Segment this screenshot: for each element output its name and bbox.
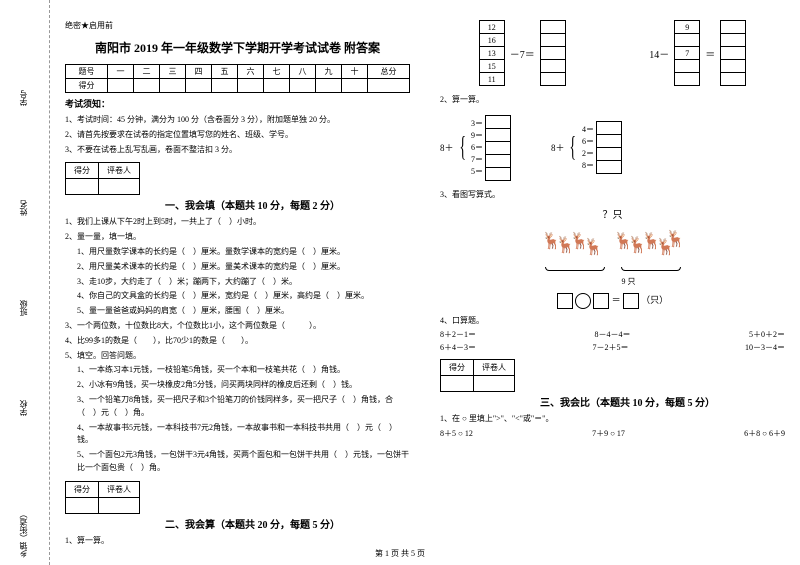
deer-group-right: 🦌🦌🦌🦌🦌	[614, 221, 684, 261]
section-1-title: 一、我会填（本题共 10 分，每题 2 分）	[95, 197, 410, 212]
th: 四	[186, 65, 212, 79]
box-subtraction-row: 12 16 13 15 11 －7＝ 14－ 9 7 ＝	[440, 20, 785, 86]
section-2-title: 二、我会算（本题共 20 分，每题 5 分）	[95, 516, 410, 531]
th: 三	[160, 65, 186, 79]
q2-4: 4、口算题。	[440, 315, 785, 328]
th: 十	[342, 65, 368, 79]
square-blank[interactable]	[593, 293, 609, 309]
left-column: 绝密★启用前 南阳市 2019 年一年级数学下学期开学考试试卷 附答案 题号 一…	[50, 0, 425, 565]
notice-item: 1、考试时间：45 分钟，满分为 100 分（含卷面分 3 分），附加题单独 2…	[65, 114, 410, 127]
q1-2-5: 5、量一量爸爸或妈妈的肩宽（ ）厘米，腰围（ ）厘米。	[77, 305, 410, 318]
scorer-box: 得分评卷人	[65, 162, 140, 195]
score-header-table: 题号 一 二 三 四 五 六 七 八 九 十 总分 得分	[65, 64, 410, 93]
q1-4: 4、比99多1的数是（ ），比70少1的数是（ ）。	[65, 335, 410, 348]
page-footer: 第 1 页 共 5 页	[0, 548, 800, 559]
q2-2: 2、算一算。	[440, 94, 785, 107]
q1-5-5: 5、一个面包2元3角钱，一包饼干3元4角钱，买两个面包和一包饼干共用（ ）元钱，…	[77, 449, 410, 475]
deer-group-left: 🦌🦌🦌🦌	[542, 221, 612, 261]
q1-5-4: 4、一本故事书5元钱，一本科技书7元2角钱，一本故事书和一本科技书共用（ ）元（…	[77, 422, 410, 448]
lead: 8＋	[440, 141, 454, 154]
gutter-label: 学校	[18, 400, 29, 416]
brace-problems: 8＋ { 3＝ 9＝ 6＝ 7＝ 5＝ 8＋ { 4＝ 6＝	[440, 109, 785, 187]
brace-icon: {	[570, 134, 577, 162]
th: 七	[264, 65, 290, 79]
binding-gutter: 乡镇（街道） 学校 班级 姓名 学号	[0, 0, 50, 565]
th: 五	[212, 65, 238, 79]
circle-operator[interactable]	[575, 293, 591, 309]
q3-1: 1、在 ○ 里填上">"、"<"或"＝"。	[440, 413, 785, 426]
th: 总分	[368, 65, 410, 79]
q1-2-2: 2、用尺量美术课本的长约是（ ）厘米。量美术课本的宽约是（ ）厘米。	[77, 261, 410, 274]
q1-2: 2、量一量，填一填。	[65, 231, 410, 244]
q1-5-2: 2、小冰有9角钱，买一块橡皮2角5分钱，问买两块同样的橡皮后还剩（ ）钱。	[77, 379, 410, 392]
answer-stack[interactable]	[596, 121, 622, 174]
shape-equation: ＝ （只）	[440, 293, 785, 309]
q1-2-4: 4、你自己的文具盒的长约是（ ）厘米，宽约是（ ）厘米，高约是（ ）厘米。	[77, 290, 410, 303]
scorer-box: 得分评卷人	[65, 481, 140, 514]
scorer-box: 得分评卷人	[440, 359, 515, 392]
q2-3: 3、看图写算式。	[440, 189, 785, 202]
notice-item: 2、请首先按要求在试卷的指定位置填写您的姓名、班级、学号。	[65, 129, 410, 142]
q1-1: 1、我们上课从下午2时上到5时，一共上了（ ）小时。	[65, 216, 410, 229]
th: 六	[238, 65, 264, 79]
blank-cell[interactable]	[108, 79, 134, 93]
q1-3: 3、一个两位数，十位数比8大，个位数比1小，这个两位数是（ ）。	[65, 320, 410, 333]
square-blank[interactable]	[623, 293, 639, 309]
deer-diagram: ？只 🦌🦌🦌🦌 🦌🦌🦌🦌🦌 000000009 只	[440, 206, 785, 287]
th: 二	[134, 65, 160, 79]
operator: －7＝	[508, 46, 537, 61]
q2-1: 1、算一算。	[65, 535, 410, 548]
q1-5-3: 3、一个铅笔刀8角钱，买一把尺子和3个铅笔刀的价钱同样多，买一把尺子（ ）角钱，…	[77, 394, 410, 420]
question-mark: ？只	[440, 206, 785, 221]
oral-row: 8＋2－1＝ 8－4－4＝ 5＋0＋2＝	[440, 329, 785, 340]
exam-title: 南阳市 2019 年一年级数学下学期开学考试试卷 附答案	[65, 39, 410, 56]
number-stack: 9 7	[674, 20, 700, 86]
answer-stack[interactable]	[720, 20, 746, 86]
th: 九	[316, 65, 342, 79]
lead: 8＋	[551, 141, 565, 154]
operator: 14－	[647, 46, 671, 61]
q1-5: 5、填空。回答问题。	[65, 350, 410, 363]
nine-label: 9 只	[622, 277, 636, 286]
q1-2-1: 1、用尺量数学课本的长约是（ ）厘米。量数学课本的宽约是（ ）厘米。	[77, 246, 410, 259]
answer-stack[interactable]	[485, 115, 511, 181]
right-column: 12 16 13 15 11 －7＝ 14－ 9 7 ＝	[425, 0, 800, 565]
secret-label: 绝密★启用前	[65, 20, 410, 31]
td: 得分	[66, 79, 108, 93]
number-stack: 12 16 13 15 11	[479, 20, 505, 86]
gutter-label: 班级	[18, 300, 29, 316]
th: 一	[108, 65, 134, 79]
q1-5-1: 1、一本练习本1元钱，一枝铅笔5角钱，买一个本和一枝笔共花（ ）角钱。	[77, 364, 410, 377]
th: 题号	[66, 65, 108, 79]
gutter-label: 姓名	[18, 200, 29, 216]
section-3-title: 三、我会比（本题共 10 分，每题 5 分）	[470, 394, 785, 409]
answer-stack[interactable]	[540, 20, 566, 86]
oral-row: 6＋4－3＝ 7－2＋5＝ 10－3－4＝	[440, 342, 785, 353]
th: 八	[290, 65, 316, 79]
square-blank[interactable]	[557, 293, 573, 309]
notice-item: 3、不要在试卷上乱写乱画，卷面不整洁扣 3 分。	[65, 144, 410, 157]
gutter-label: 学号	[18, 90, 29, 106]
q1-2-3: 3、走10步，大约走了（ ）米；蹦两下，大约蹦了（ ）米。	[77, 276, 410, 289]
compare-row: 8＋5 ○ 12 7＋9 ○ 17 6＋8 ○ 6＋9	[440, 428, 785, 439]
notice-heading: 考试须知：	[65, 97, 410, 110]
equals: ＝	[703, 46, 717, 61]
brace-icon: {	[459, 134, 466, 162]
